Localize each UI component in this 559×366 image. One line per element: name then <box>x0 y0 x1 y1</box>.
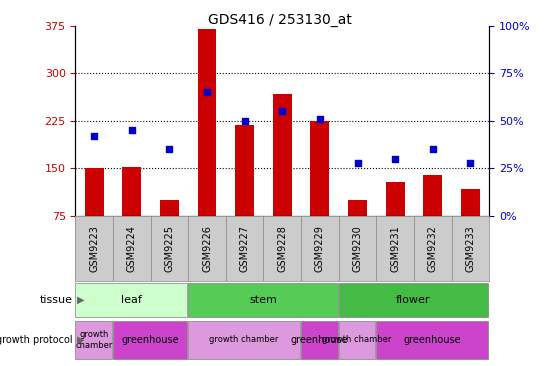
Text: GSM9231: GSM9231 <box>390 225 400 272</box>
Text: stem: stem <box>249 295 277 305</box>
Text: GSM9230: GSM9230 <box>353 225 362 272</box>
Bar <box>188 321 300 359</box>
Bar <box>310 121 329 216</box>
Bar <box>461 188 480 216</box>
Text: ▶: ▶ <box>77 295 84 305</box>
Text: GSM9232: GSM9232 <box>428 225 438 272</box>
Bar <box>301 321 338 359</box>
Bar <box>339 321 375 359</box>
Bar <box>273 93 292 216</box>
Text: growth chamber: growth chamber <box>322 336 392 344</box>
Text: growth protocol: growth protocol <box>0 335 73 345</box>
Text: growth
chamber: growth chamber <box>75 330 112 350</box>
Text: leaf: leaf <box>121 295 142 305</box>
Point <box>240 118 249 124</box>
Text: ▶: ▶ <box>77 335 84 345</box>
Bar <box>198 29 216 216</box>
Text: growth chamber: growth chamber <box>210 336 279 344</box>
Point <box>315 116 324 122</box>
Point <box>428 146 437 152</box>
Text: GSM9226: GSM9226 <box>202 225 212 272</box>
Bar <box>113 321 187 359</box>
Text: GSM9227: GSM9227 <box>240 225 250 272</box>
Bar <box>160 200 179 216</box>
Point <box>466 160 475 165</box>
Bar <box>386 182 405 216</box>
Point <box>278 108 287 114</box>
Text: greenhouse: greenhouse <box>291 335 348 345</box>
Text: GSM9224: GSM9224 <box>127 225 137 272</box>
Text: GSM9229: GSM9229 <box>315 225 325 272</box>
Bar <box>188 283 338 317</box>
Point <box>127 127 136 133</box>
Bar <box>75 283 187 317</box>
Text: flower: flower <box>396 295 430 305</box>
Text: GSM9223: GSM9223 <box>89 225 100 272</box>
Text: GSM9225: GSM9225 <box>164 225 174 272</box>
Bar <box>423 175 442 216</box>
Bar <box>85 168 103 216</box>
Point <box>202 89 211 95</box>
Text: greenhouse: greenhouse <box>404 335 461 345</box>
Bar <box>339 283 488 317</box>
Text: GSM9228: GSM9228 <box>277 225 287 272</box>
Point <box>391 156 400 162</box>
Point <box>90 133 99 139</box>
Text: GDS416 / 253130_at: GDS416 / 253130_at <box>207 13 352 27</box>
Bar <box>75 321 112 359</box>
Bar <box>348 200 367 216</box>
Bar <box>235 125 254 216</box>
Text: tissue: tissue <box>40 295 73 305</box>
Point <box>165 146 174 152</box>
Bar <box>122 167 141 216</box>
Point <box>353 160 362 165</box>
Bar <box>376 321 488 359</box>
Text: GSM9233: GSM9233 <box>465 225 475 272</box>
Text: greenhouse: greenhouse <box>121 335 179 345</box>
